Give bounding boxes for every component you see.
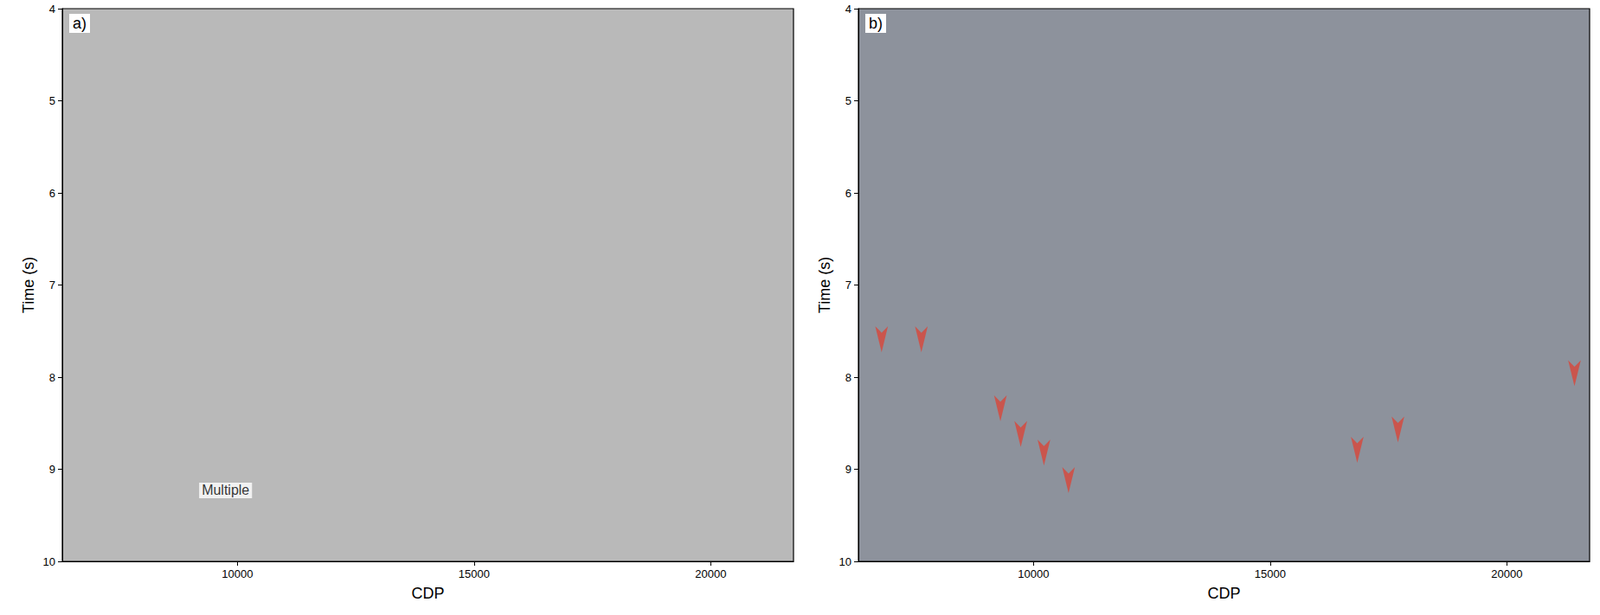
svg-text:20000: 20000 xyxy=(1490,567,1523,581)
svg-text:7: 7 xyxy=(845,278,852,292)
svg-text:9: 9 xyxy=(845,462,852,476)
svg-text:15000: 15000 xyxy=(458,567,490,581)
svg-text:a): a) xyxy=(72,14,87,33)
svg-text:Time (s): Time (s) xyxy=(816,257,834,314)
svg-text:10000: 10000 xyxy=(221,567,253,581)
svg-text:b): b) xyxy=(868,14,883,33)
svg-text:9: 9 xyxy=(49,462,56,476)
svg-text:5: 5 xyxy=(49,94,56,108)
svg-text:Multiple: Multiple xyxy=(201,482,250,498)
svg-text:CDP: CDP xyxy=(1207,584,1241,603)
svg-text:4: 4 xyxy=(49,2,56,16)
svg-text:15000: 15000 xyxy=(1254,567,1286,581)
svg-text:CDP: CDP xyxy=(411,584,444,603)
svg-text:10: 10 xyxy=(839,555,852,569)
svg-text:10: 10 xyxy=(43,555,56,569)
svg-text:4: 4 xyxy=(845,2,852,16)
svg-text:6: 6 xyxy=(845,186,852,200)
svg-text:20000: 20000 xyxy=(694,567,727,581)
svg-text:5: 5 xyxy=(845,94,852,108)
svg-text:6: 6 xyxy=(49,186,56,200)
svg-text:10000: 10000 xyxy=(1017,567,1049,581)
svg-text:8: 8 xyxy=(845,371,852,385)
svg-text:7: 7 xyxy=(49,278,56,292)
svg-text:Time (s): Time (s) xyxy=(19,257,38,314)
svg-text:8: 8 xyxy=(49,371,56,385)
